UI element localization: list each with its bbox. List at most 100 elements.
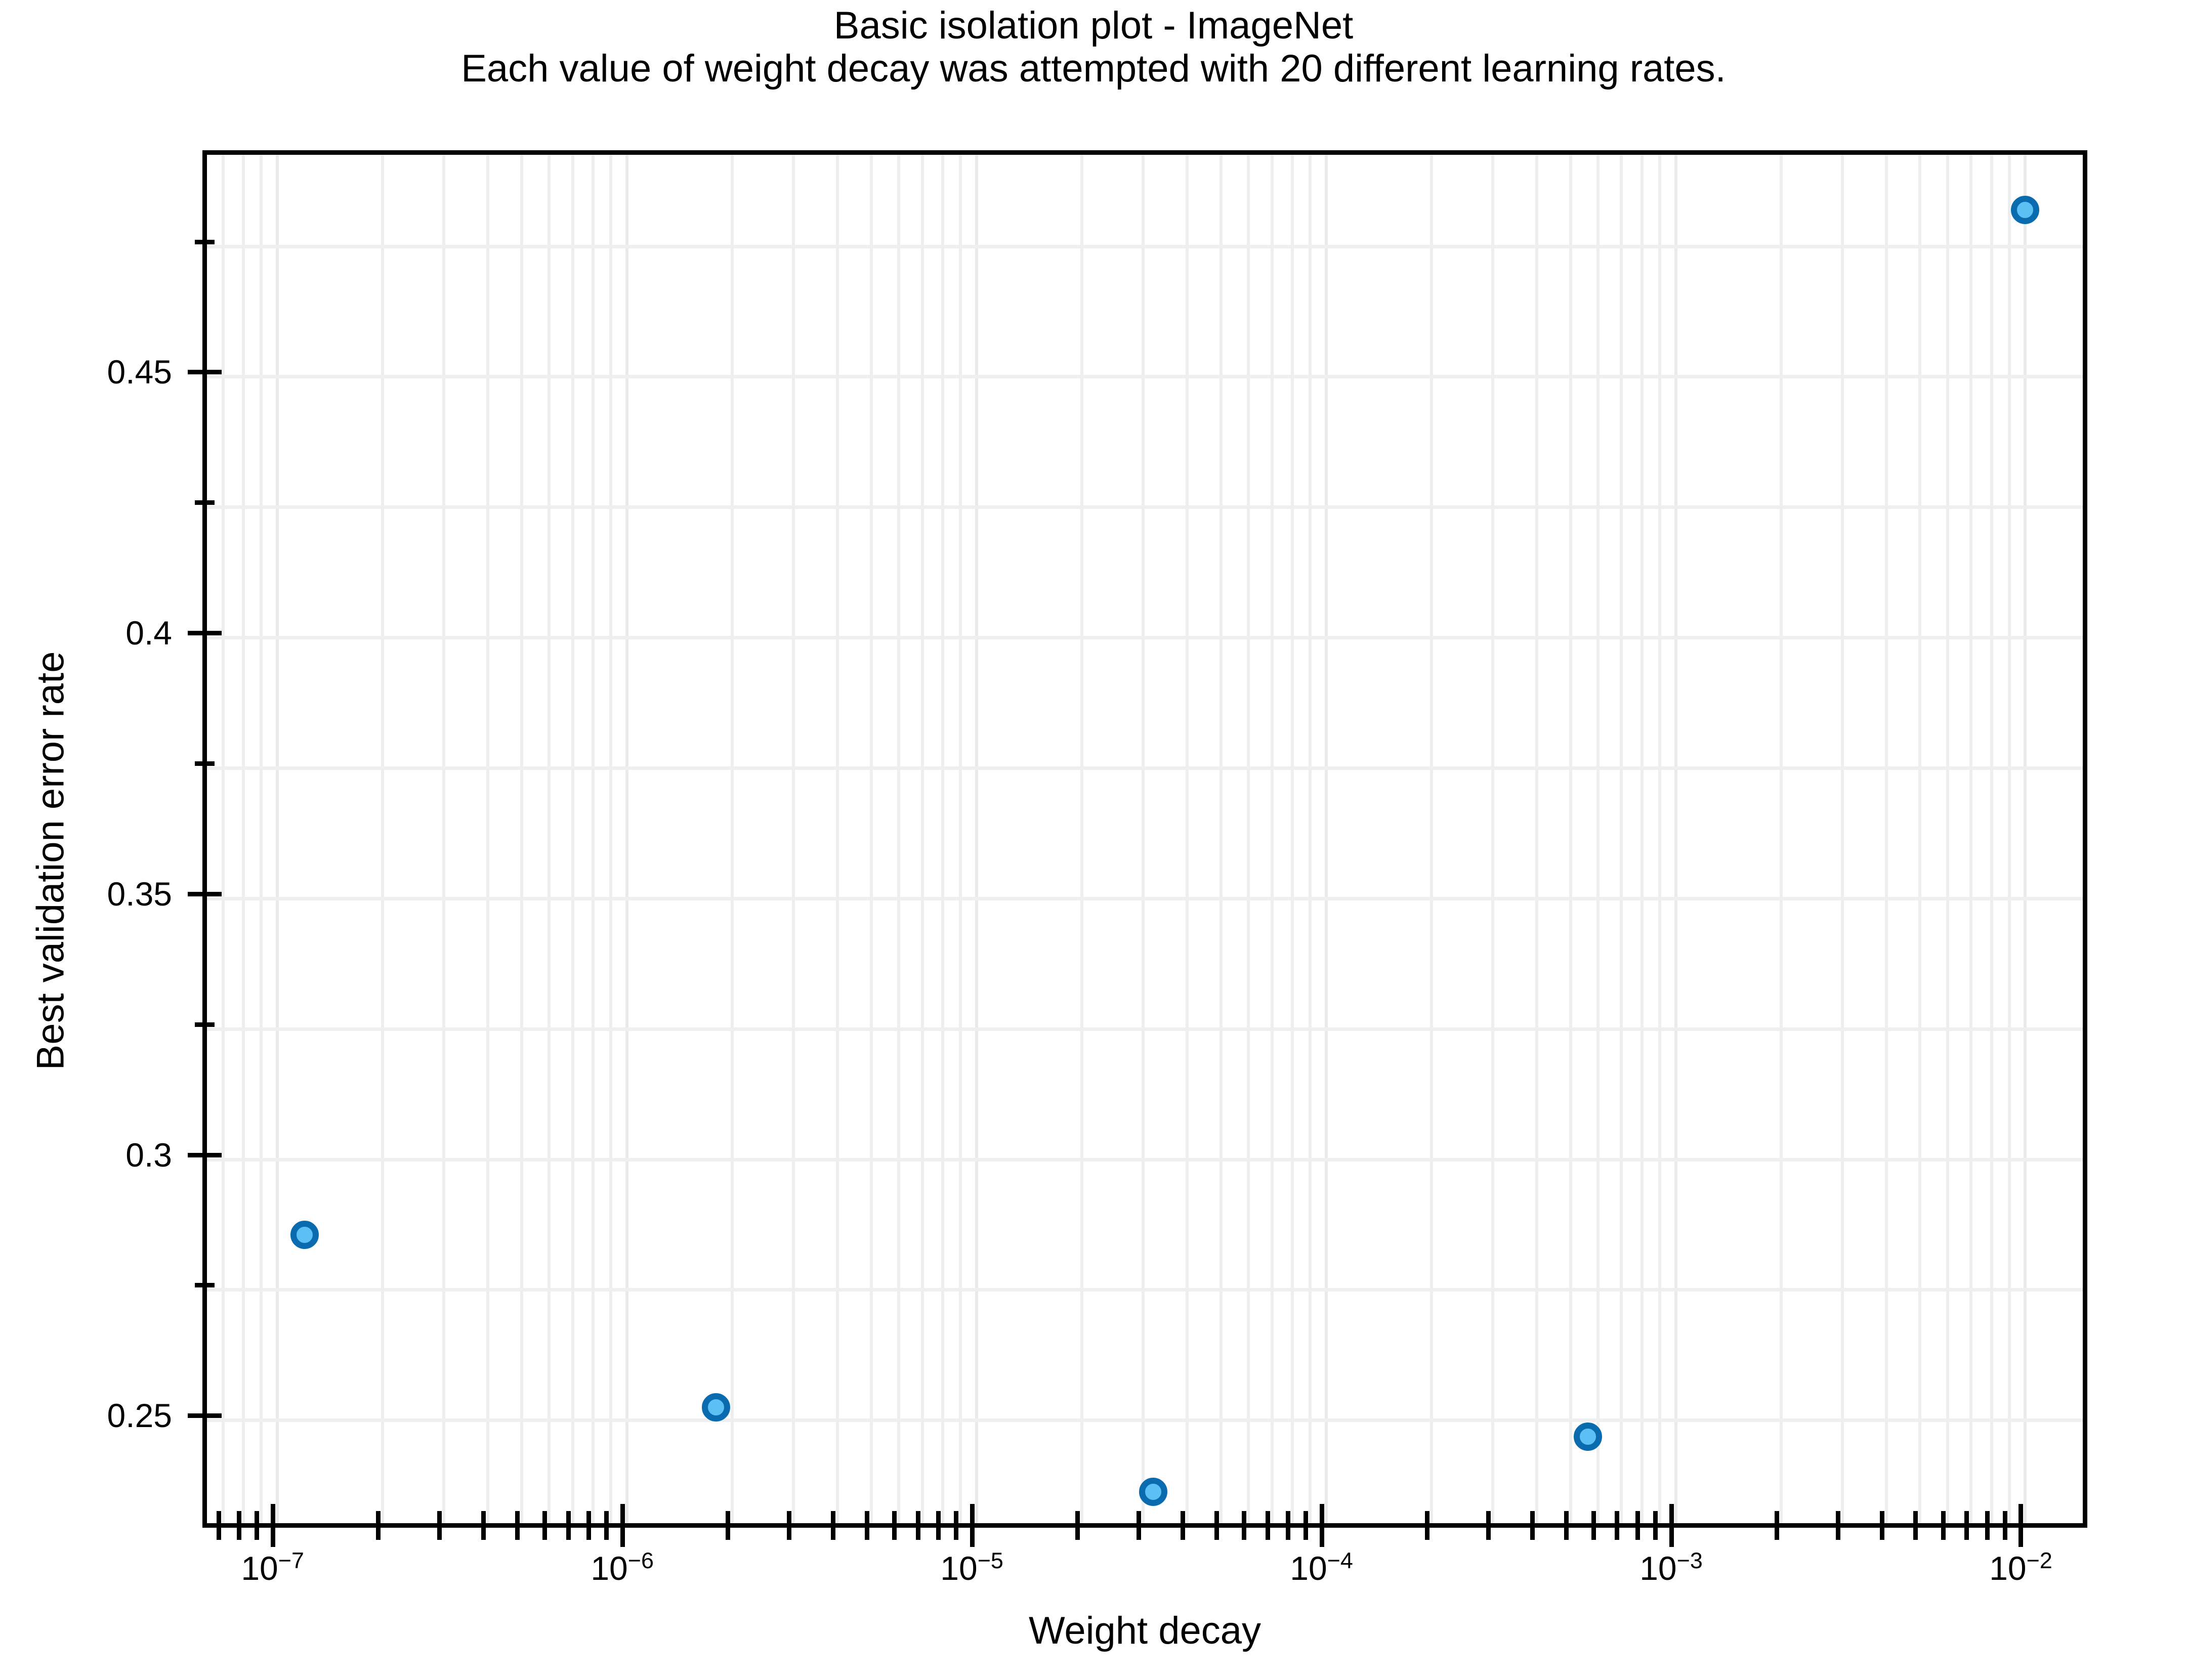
y-tick-major-inner: [202, 891, 222, 896]
x-tick-minor: [1486, 1511, 1491, 1523]
x-tick-minor: [1774, 1511, 1779, 1523]
x-tick-minor: [1303, 1511, 1308, 1523]
gridline-vertical: [275, 155, 279, 1523]
gridline-vertical: [792, 155, 795, 1523]
y-tick-label: 0.35: [107, 875, 172, 913]
x-tick-minor: [1530, 1528, 1535, 1540]
data-point[interactable]: [290, 1221, 319, 1250]
gridline-horizontal: [207, 1027, 2083, 1031]
y-tick-major: [188, 1152, 207, 1157]
x-tick-minor: [1941, 1528, 1946, 1540]
y-tick-label: 0.25: [107, 1397, 172, 1435]
gridline-vertical: [1884, 155, 1888, 1523]
gridline-vertical: [730, 155, 734, 1523]
gridline-horizontal: [207, 1418, 2083, 1423]
x-tick-minor: [481, 1511, 486, 1523]
x-tick-minor: [1265, 1528, 1270, 1540]
x-tick-minor: [604, 1528, 609, 1540]
x-tick-minor: [1774, 1528, 1779, 1540]
data-point[interactable]: [1139, 1477, 1167, 1506]
plot-frame: [202, 150, 2087, 1528]
x-tick-minor: [1180, 1528, 1185, 1540]
y-tick-major: [188, 370, 207, 375]
y-axis-title: Best validation error rate: [29, 651, 72, 1070]
x-tick-label-mantissa: 10: [241, 1549, 278, 1587]
x-tick-major: [1669, 1528, 1674, 1547]
gridline-vertical: [1429, 155, 1433, 1523]
gridline-horizontal: [207, 1157, 2083, 1161]
gridline-vertical: [869, 155, 873, 1523]
x-tick-minor: [375, 1528, 381, 1540]
gridline-vertical: [1658, 155, 1661, 1523]
gridline-vertical: [1185, 155, 1189, 1523]
x-tick-minor: [892, 1528, 897, 1540]
x-tick-minor: [830, 1511, 835, 1523]
x-tick-minor: [2002, 1511, 2007, 1523]
x-tick-minor: [515, 1528, 520, 1540]
x-tick-minor: [915, 1528, 920, 1540]
x-tick-minor: [437, 1511, 442, 1523]
gridline-vertical: [1596, 155, 1600, 1523]
x-tick-minor: [216, 1511, 221, 1523]
x-tick-minor: [725, 1528, 730, 1540]
x-tick-minor: [1615, 1528, 1620, 1540]
y-tick-minor-inner: [202, 1283, 215, 1288]
gridline-vertical: [221, 155, 225, 1523]
gridline-vertical: [1290, 155, 1294, 1523]
y-tick-major-inner: [202, 370, 222, 375]
gridline-horizontal: [207, 505, 2083, 509]
x-tick-minor: [1635, 1528, 1640, 1540]
data-point[interactable]: [2011, 196, 2040, 225]
x-tick-minor: [1615, 1511, 1620, 1523]
x-tick-minor: [725, 1511, 730, 1523]
gridline-vertical: [1779, 155, 1783, 1523]
x-tick-minor: [1985, 1528, 1990, 1540]
y-tick-minor: [195, 761, 207, 766]
x-tick-minor: [1265, 1511, 1270, 1523]
x-tick-minor: [1214, 1528, 1219, 1540]
y-tick-minor-inner: [202, 500, 215, 505]
x-tick-label: 10−4: [1290, 1549, 1353, 1587]
x-tick-minor: [1635, 1511, 1640, 1523]
x-tick-label: 10−2: [1989, 1549, 2052, 1587]
x-tick-minor: [1530, 1511, 1535, 1523]
data-point[interactable]: [1573, 1423, 1602, 1451]
x-tick-minor: [236, 1528, 241, 1540]
x-tick-minor: [787, 1511, 792, 1523]
gridline-vertical: [1491, 155, 1495, 1523]
data-point[interactable]: [702, 1393, 730, 1422]
x-tick-minor: [787, 1528, 792, 1540]
x-tick-minor: [586, 1528, 591, 1540]
x-tick-label: 10−7: [241, 1549, 304, 1587]
x-tick-minor: [1285, 1511, 1290, 1523]
x-tick-minor: [375, 1511, 381, 1523]
x-tick-major: [1669, 1504, 1674, 1523]
x-tick-minor: [864, 1511, 869, 1523]
x-tick-minor: [1941, 1511, 1946, 1523]
y-tick-minor: [195, 239, 207, 244]
x-tick-label: 10−6: [591, 1549, 654, 1587]
gridline-vertical: [625, 155, 628, 1523]
x-tick-minor: [953, 1511, 958, 1523]
x-tick-major: [970, 1528, 975, 1547]
x-tick-minor: [1564, 1511, 1569, 1523]
gridline-vertical: [958, 155, 962, 1523]
gridline-vertical: [1219, 155, 1223, 1523]
x-tick-major: [2018, 1504, 2024, 1523]
gridline-vertical: [1324, 155, 1328, 1523]
chart-subtitle: Each value of weight decay was attempted…: [461, 47, 1726, 91]
gridline-vertical: [2024, 155, 2027, 1523]
y-tick-label: 0.4: [125, 614, 172, 652]
gridline-horizontal: [207, 375, 2083, 379]
y-tick-major: [188, 1413, 207, 1418]
x-tick-minor: [1913, 1528, 1918, 1540]
gridline-vertical: [1270, 155, 1274, 1523]
y-tick-major-inner: [202, 1152, 222, 1157]
x-tick-major: [2018, 1528, 2024, 1547]
x-tick-minor: [1214, 1511, 1219, 1523]
gridline-vertical: [1535, 155, 1538, 1523]
gridline-vertical: [1990, 155, 1993, 1523]
x-tick-minor: [1137, 1511, 1142, 1523]
gridline-vertical: [1620, 155, 1623, 1523]
